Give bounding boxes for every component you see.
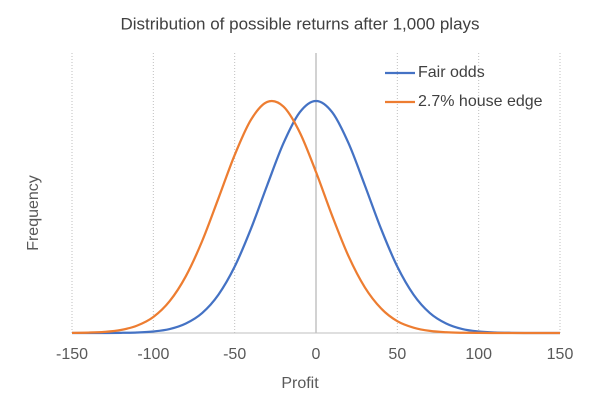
y-axis-label: Frequency [25,175,42,251]
x-tick-label: 0 [312,346,321,363]
series-line [71,99,560,335]
x-tick-label: -150 [56,346,88,363]
legend-label: 2.7% house edge [418,93,543,110]
legend-label: Fair odds [418,64,485,81]
x-axis-label: Profit [281,375,319,392]
legend: Fair odds 2.7% house edge [385,64,543,110]
series-line [71,99,561,335]
x-tick-label: -100 [137,346,169,363]
x-tick-label: 100 [465,346,492,363]
x-tick-label: 150 [547,346,574,363]
x-tick-label: -50 [223,346,246,363]
x-tick-label: 50 [388,346,406,363]
chart-title: Distribution of possible returns after 1… [120,14,479,33]
